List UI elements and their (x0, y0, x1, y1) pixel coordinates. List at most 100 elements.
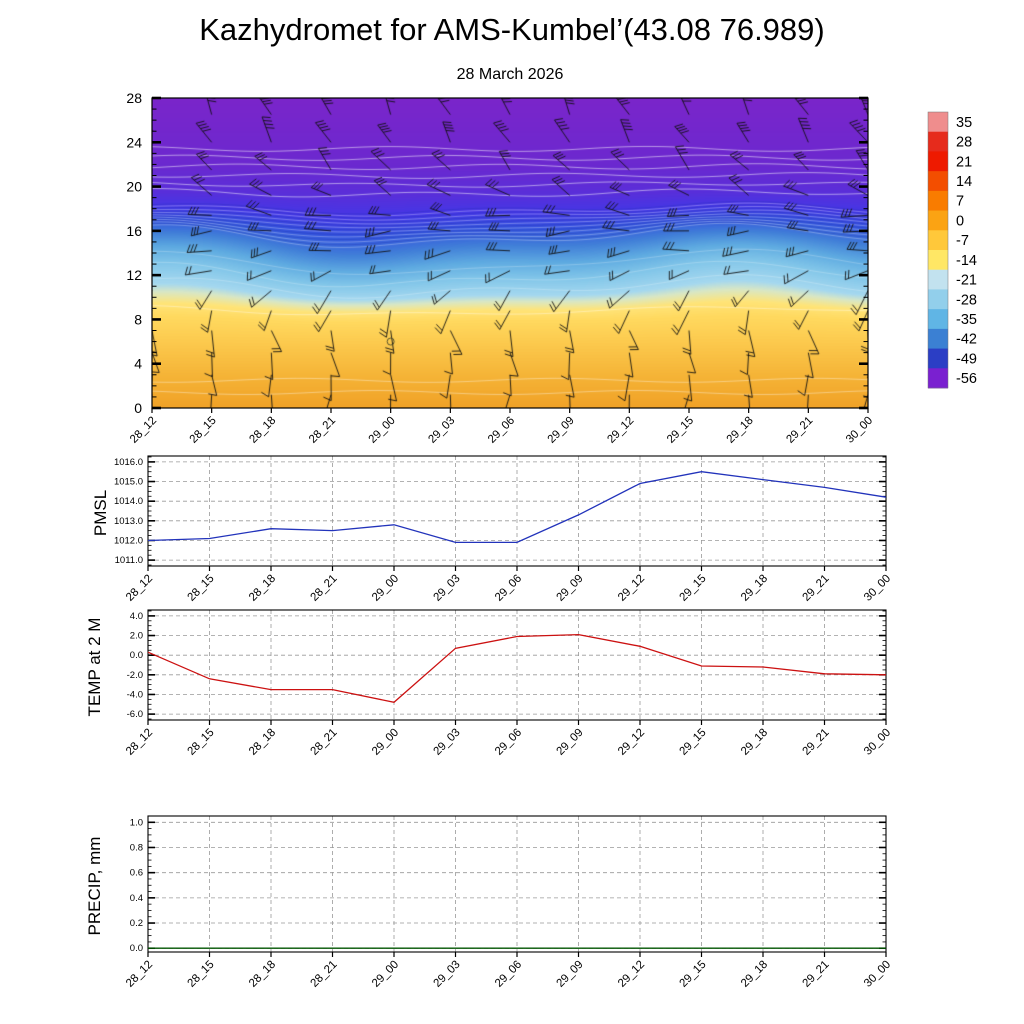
svg-text:0.2: 0.2 (130, 918, 143, 929)
svg-text:29_21: 29_21 (784, 415, 815, 446)
colorbar-segment (928, 250, 948, 271)
svg-text:29_18: 29_18 (739, 959, 770, 990)
svg-text:28_18: 28_18 (247, 415, 278, 446)
svg-text:0.6: 0.6 (130, 868, 143, 879)
svg-text:30_00: 30_00 (862, 573, 893, 604)
svg-text:0.0: 0.0 (130, 650, 143, 661)
pmsl-panel-line (147, 471, 887, 544)
svg-text:29_06: 29_06 (493, 959, 524, 990)
colorbar-segment (928, 368, 948, 389)
svg-text:28_18: 28_18 (247, 959, 278, 990)
svg-text:28_12: 28_12 (124, 959, 155, 990)
cross-section-axes: 0 4 8 12 16 20 24 28 28_12 28_15 28_18 28_21 29_00 29… (126, 90, 875, 446)
svg-text:30_00: 30_00 (862, 727, 893, 758)
svg-text:29_09: 29_09 (546, 415, 577, 446)
colorbar-label: 35 (956, 115, 972, 131)
svg-text:0.8: 0.8 (130, 842, 143, 853)
colorbar-segment (928, 328, 948, 349)
precip-panel: 0.0 0.2 0.4 0.6 0.8 1.0 28_12 28_15 28_18 28_21 29… (124, 815, 893, 990)
colorbar-label: 7 (956, 194, 964, 210)
svg-text:29_00: 29_00 (367, 415, 398, 446)
svg-text:8: 8 (134, 311, 142, 327)
colorbar-label: -28 (956, 292, 977, 308)
colorbar-label: -56 (956, 371, 977, 387)
svg-text:28_21: 28_21 (309, 959, 340, 990)
svg-text:-4.0: -4.0 (127, 689, 143, 700)
svg-text:29_06: 29_06 (493, 727, 524, 758)
colorbar-label: -42 (956, 332, 977, 348)
colorbar-segment (928, 210, 948, 231)
colorbar-segment (928, 289, 948, 310)
svg-text:29_12: 29_12 (616, 573, 647, 604)
svg-text:0: 0 (134, 400, 142, 416)
svg-text:16: 16 (126, 223, 142, 239)
ylabel-pmsl: PMSL (91, 490, 110, 536)
colorbar-label: 28 (956, 135, 972, 151)
svg-text:-6.0: -6.0 (127, 709, 143, 720)
svg-text:29_12: 29_12 (616, 727, 647, 758)
svg-text:28_12: 28_12 (124, 727, 155, 758)
ylabel-precip: PRECIP, mm (85, 837, 104, 936)
svg-text:30_00: 30_00 (862, 959, 893, 990)
svg-text:2.0: 2.0 (130, 631, 143, 642)
colorbar: 35 28 21 14 7 0 -7 -14 -21 -28 -35 -42 -49 -56 (927, 111, 977, 389)
svg-text:29_12: 29_12 (605, 415, 636, 446)
colorbar-segment (928, 112, 948, 133)
svg-text:1016.0: 1016.0 (114, 457, 143, 468)
svg-text:28_18: 28_18 (247, 727, 278, 758)
svg-text:29_06: 29_06 (493, 573, 524, 604)
svg-text:28_21: 28_21 (307, 415, 338, 446)
svg-text:0.4: 0.4 (130, 893, 143, 904)
svg-text:-2.0: -2.0 (127, 670, 143, 681)
svg-text:29_03: 29_03 (426, 415, 457, 446)
page-title: Kazhydromet for AMS-Kumbel’(43.08 76.989… (199, 12, 825, 47)
svg-text:29_03: 29_03 (432, 573, 463, 604)
colorbar-label: 0 (956, 213, 964, 229)
svg-text:28_12: 28_12 (124, 573, 155, 604)
svg-text:1011.0: 1011.0 (115, 555, 143, 566)
colorbar-label: 14 (956, 174, 972, 190)
svg-text:28: 28 (126, 90, 142, 106)
svg-text:24: 24 (126, 134, 142, 150)
colorbar-label: -35 (956, 312, 977, 328)
svg-text:29_18: 29_18 (725, 415, 756, 446)
svg-text:28_18: 28_18 (247, 573, 278, 604)
temp-panel: -6.0 -4.0 -2.0 0.0 2.0 4.0 28_12 28_15 28_18 28_2… (124, 609, 893, 758)
svg-text:1014.0: 1014.0 (114, 496, 143, 507)
svg-text:1015.0: 1015.0 (114, 477, 143, 488)
svg-text:28_15: 28_15 (188, 415, 219, 446)
colorbar-segment (928, 230, 948, 251)
colorbar-segment (928, 309, 948, 330)
colorbar-label: -14 (956, 253, 977, 269)
svg-text:29_18: 29_18 (739, 727, 770, 758)
colorbar-label: -49 (956, 351, 977, 367)
svg-text:29_03: 29_03 (432, 727, 463, 758)
svg-text:4.0: 4.0 (130, 611, 143, 622)
svg-text:29_06: 29_06 (486, 415, 517, 446)
svg-text:20: 20 (126, 179, 142, 195)
svg-text:29_09: 29_09 (555, 573, 586, 604)
svg-text:29_00: 29_00 (370, 573, 401, 604)
svg-text:29_09: 29_09 (555, 727, 586, 758)
svg-text:29_00: 29_00 (370, 959, 401, 990)
svg-text:29_21: 29_21 (801, 959, 832, 990)
svg-text:28_21: 28_21 (309, 727, 340, 758)
svg-text:29_21: 29_21 (801, 727, 832, 758)
colorbar-label: -7 (956, 233, 969, 249)
svg-text:1012.0: 1012.0 (114, 535, 143, 546)
colorbar-segment (928, 348, 948, 369)
svg-text:29_12: 29_12 (616, 959, 647, 990)
svg-text:29_09: 29_09 (555, 959, 586, 990)
svg-text:30_00: 30_00 (844, 415, 875, 446)
svg-text:28_15: 28_15 (186, 727, 217, 758)
svg-text:1013.0: 1013.0 (114, 516, 143, 527)
svg-text:28_15: 28_15 (186, 959, 217, 990)
svg-text:4: 4 (134, 356, 142, 372)
temp-panel-line (147, 633, 887, 704)
svg-text:29_15: 29_15 (665, 415, 696, 446)
svg-text:28_21: 28_21 (309, 573, 340, 604)
svg-text:1.0: 1.0 (130, 817, 143, 828)
svg-text:29_21: 29_21 (801, 573, 832, 604)
